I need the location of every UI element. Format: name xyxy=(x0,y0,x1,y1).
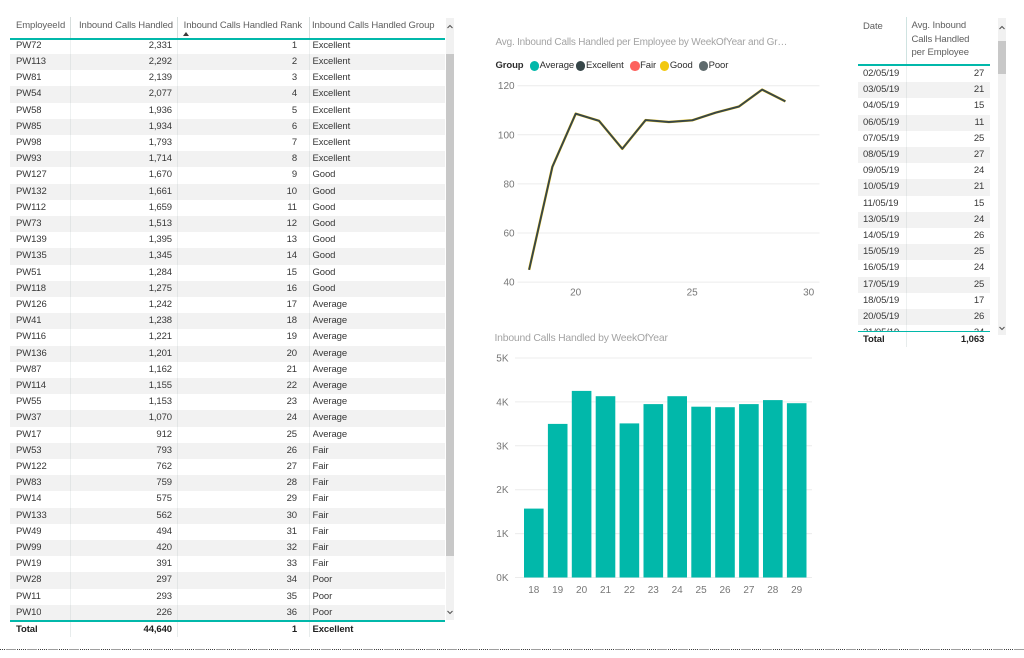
svg-text:100: 100 xyxy=(498,130,515,141)
svg-text:19: 19 xyxy=(552,585,564,596)
svg-text:25: 25 xyxy=(687,288,699,299)
svg-text:22: 22 xyxy=(624,585,636,596)
svg-text:60: 60 xyxy=(503,229,515,240)
svg-text:120: 120 xyxy=(498,81,515,92)
svg-text:21: 21 xyxy=(600,585,612,596)
svg-text:3K: 3K xyxy=(496,441,509,452)
svg-text:80: 80 xyxy=(503,179,515,190)
svg-text:18: 18 xyxy=(528,585,540,596)
svg-text:20: 20 xyxy=(576,585,588,596)
svg-text:29: 29 xyxy=(791,585,803,596)
svg-text:30: 30 xyxy=(803,288,815,299)
svg-text:40: 40 xyxy=(503,278,515,289)
svg-text:27: 27 xyxy=(743,585,755,596)
svg-text:0K: 0K xyxy=(496,573,509,584)
svg-text:5K: 5K xyxy=(496,354,509,365)
svg-text:25: 25 xyxy=(696,585,708,596)
svg-text:28: 28 xyxy=(767,585,779,596)
svg-text:20: 20 xyxy=(570,288,582,299)
svg-text:2K: 2K xyxy=(496,485,509,496)
svg-text:26: 26 xyxy=(719,585,731,596)
svg-text:24: 24 xyxy=(672,585,684,596)
svg-text:1K: 1K xyxy=(496,529,509,540)
svg-text:4K: 4K xyxy=(496,397,509,408)
svg-text:23: 23 xyxy=(648,585,660,596)
